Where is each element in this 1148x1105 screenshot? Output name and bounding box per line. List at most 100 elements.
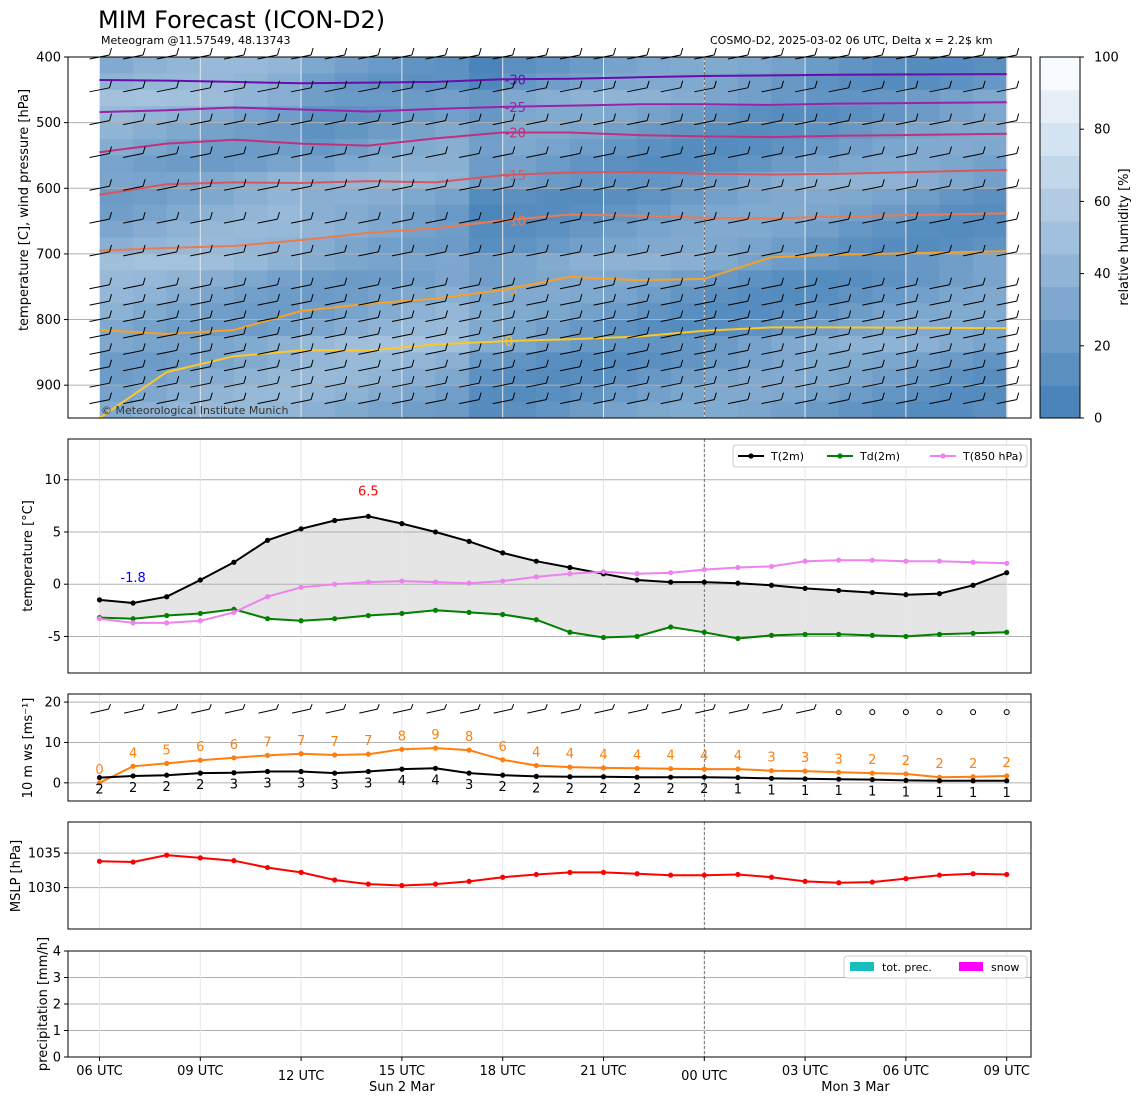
t850-point xyxy=(701,566,707,573)
wind-barb xyxy=(190,277,213,290)
humidity-cell xyxy=(200,335,235,353)
td2m-point xyxy=(466,609,472,616)
humidity-cell xyxy=(368,221,403,238)
humidity-cell xyxy=(737,221,772,238)
colorbar-band xyxy=(1040,155,1080,189)
humidity-cell xyxy=(200,286,235,304)
gust-point xyxy=(399,746,405,752)
wind-barb xyxy=(89,343,112,355)
humidity-cell xyxy=(805,57,840,74)
t850-point xyxy=(399,578,405,584)
humidity-cell xyxy=(704,171,739,189)
wind-barb xyxy=(828,179,852,191)
gust-point xyxy=(466,747,472,753)
humidity-cell xyxy=(569,368,604,386)
surface-wind-barb xyxy=(795,703,817,714)
mslp-point xyxy=(332,877,338,883)
humidity-cell xyxy=(301,335,336,353)
td2m-point xyxy=(802,631,808,637)
gust-point xyxy=(365,751,371,757)
mean-wind-point xyxy=(936,778,943,784)
t850-point xyxy=(634,571,640,577)
legend-swatch-snow xyxy=(959,962,983,971)
wind-barb xyxy=(223,113,247,126)
humidity-cell xyxy=(334,335,369,353)
calm-wind-marker xyxy=(1003,709,1010,716)
td2m-point xyxy=(533,617,539,623)
wind-barb xyxy=(828,293,852,306)
humidity-cell xyxy=(973,303,1008,321)
humidity-cell xyxy=(973,286,1008,304)
t2m-point xyxy=(533,558,539,564)
temperature-axis-tick-label: -5 xyxy=(48,630,61,645)
surface-wind-barb xyxy=(527,703,548,714)
humidity-cell xyxy=(200,171,235,189)
wind-barb xyxy=(391,211,415,224)
humidity-cell xyxy=(603,204,638,222)
wind-barb xyxy=(694,113,717,126)
humidity-cell xyxy=(133,73,168,91)
humidity-cell xyxy=(872,286,907,304)
location-subtitle: Meteogram @11.57549, 48.13743 xyxy=(101,34,291,47)
humidity-cell xyxy=(166,270,201,288)
humidity-cell xyxy=(435,89,470,107)
humidity-cell xyxy=(435,139,470,156)
humidity-cell xyxy=(939,57,974,74)
humidity-cell xyxy=(603,368,638,386)
humidity-cell xyxy=(670,368,705,386)
t850-point xyxy=(802,558,808,564)
wind-barb xyxy=(324,343,348,355)
humidity-cell xyxy=(670,385,705,403)
t2m-point xyxy=(164,594,170,600)
humidity-cell xyxy=(973,385,1008,403)
humidity-cell xyxy=(267,368,302,386)
humidity-cell xyxy=(99,155,134,173)
wind-barb xyxy=(795,113,818,126)
mean-wind-value-label: 1 xyxy=(935,786,943,801)
humidity-cell xyxy=(200,303,235,321)
mean-wind-value-label: 4 xyxy=(398,774,406,789)
humidity-cell xyxy=(603,171,638,189)
wind-barb xyxy=(459,310,482,323)
humidity-cell xyxy=(233,286,268,304)
wind-barb xyxy=(324,326,348,339)
wind-barb xyxy=(761,146,784,158)
wind-barb xyxy=(324,359,348,372)
wind-barb xyxy=(324,310,348,323)
wind-barb xyxy=(559,293,583,306)
humidity-cell xyxy=(737,270,772,288)
humidity-cell xyxy=(166,122,201,140)
humidity-cell xyxy=(569,57,604,74)
humidity-cell xyxy=(469,139,504,156)
mean-wind-point xyxy=(399,766,405,772)
wind-barb xyxy=(963,376,986,388)
t2m-point xyxy=(466,538,472,544)
wind-barb xyxy=(963,244,986,257)
humidity-cell xyxy=(872,57,907,74)
temperature-axis-tick-label: 10 xyxy=(44,473,61,488)
mean-wind-value-label: 1 xyxy=(734,783,742,798)
temperature-frame xyxy=(67,438,1032,674)
legend-label: Td(2m) xyxy=(859,450,900,463)
mean-wind-point xyxy=(164,772,170,778)
wind-barb xyxy=(223,326,247,339)
wind-barb xyxy=(492,392,516,405)
wind-barb xyxy=(694,293,717,306)
wind-barb xyxy=(526,146,549,158)
gust-point xyxy=(164,760,170,767)
td2m-point xyxy=(332,616,338,622)
wind-barb xyxy=(895,359,919,372)
pressure-axis-tick-label: 700 xyxy=(36,247,61,262)
wind-barb xyxy=(559,80,583,93)
calm-wind-marker xyxy=(835,709,842,716)
wind-barb xyxy=(257,146,280,158)
wind-barb xyxy=(156,376,180,388)
humidity-cell xyxy=(737,401,772,419)
mean-wind-point xyxy=(701,774,707,780)
isotherm-label: -20 xyxy=(505,126,526,141)
humidity-cell xyxy=(435,385,470,403)
humidity-cell xyxy=(301,368,336,386)
td2m-point xyxy=(399,610,405,617)
humidity-cell xyxy=(368,89,403,107)
humidity-cell xyxy=(805,188,840,206)
